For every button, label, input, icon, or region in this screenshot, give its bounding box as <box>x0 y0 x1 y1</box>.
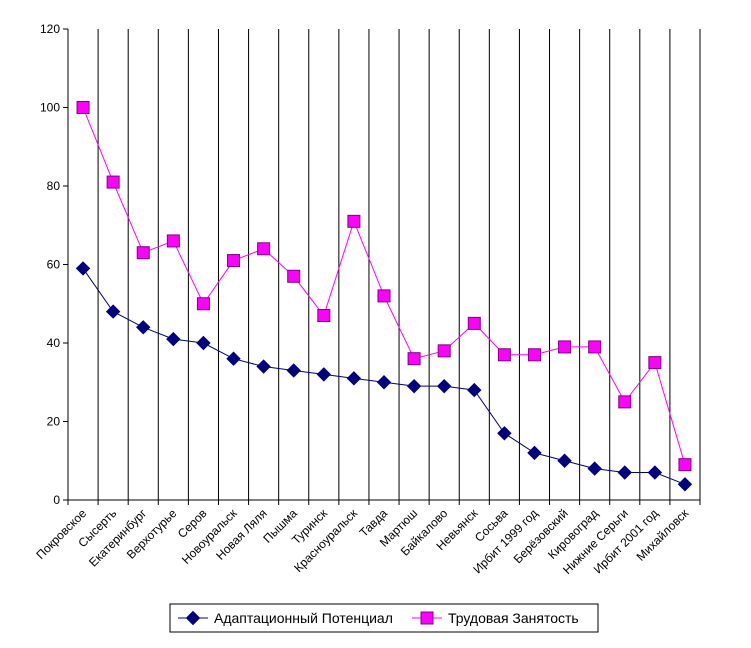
y-tick-label: 100 <box>40 101 60 115</box>
data-point-diamond <box>75 261 91 276</box>
data-point-diamond <box>406 378 422 394</box>
data-point-square <box>76 101 90 114</box>
series-line <box>82 107 686 465</box>
data-point-square <box>166 234 180 248</box>
data-point-square <box>227 254 241 268</box>
data-point-diamond <box>196 335 211 351</box>
data-point-square <box>558 340 572 354</box>
data-point-square <box>648 356 662 370</box>
data-point-diamond <box>105 304 121 319</box>
legend-label: Адаптационный Потенциал <box>214 610 393 626</box>
data-point-diamond <box>497 426 512 441</box>
legend-marker <box>420 611 434 625</box>
y-tick-labels: 0 20 40 60 80 100 120 <box>40 22 68 507</box>
data-point-square <box>196 297 210 311</box>
y-tick-label: 60 <box>47 258 61 272</box>
legend-item: Трудовая Занятость <box>412 610 579 626</box>
legend-box <box>169 603 599 633</box>
data-point-diamond <box>136 320 151 335</box>
grid <box>97 29 701 500</box>
data-point-square <box>287 269 301 283</box>
x-tick-labels: ПокровскоеСысертьЕкатеринбургВерхотурьеС… <box>33 500 701 577</box>
legend-label: Трудовая Занятость <box>448 610 579 626</box>
legend-item: Адаптационный Потенциал <box>178 610 393 626</box>
data-point-square <box>317 309 331 323</box>
data-point-diamond <box>617 465 632 480</box>
data-point-square <box>377 289 391 303</box>
data-point-diamond <box>256 359 271 374</box>
data-point-square <box>497 348 511 362</box>
data-point-square <box>437 344 451 358</box>
data-point-square <box>467 316 481 330</box>
data-point-square <box>618 395 632 409</box>
y-tick-label: 0 <box>53 493 60 507</box>
data-point-square <box>407 352 421 366</box>
y-tick-label: 20 <box>47 415 61 429</box>
axes <box>67 29 700 501</box>
data-point-square <box>347 214 361 228</box>
data-point-diamond <box>226 351 241 366</box>
series-adaptation-potential <box>75 261 693 492</box>
data-point-diamond <box>286 363 301 378</box>
data-point-square <box>257 242 271 256</box>
data-point-diamond <box>677 477 693 492</box>
y-tick-label: 40 <box>47 336 61 350</box>
data-point-diamond <box>346 371 362 386</box>
legend-items: Адаптационный Потенциал Трудовая Занятост… <box>178 610 579 626</box>
series-labor-employment <box>76 101 692 472</box>
data-point-diamond <box>166 331 181 347</box>
data-point-diamond <box>376 375 392 390</box>
data-point-square <box>136 246 150 260</box>
data-point-square <box>106 175 120 189</box>
y-tick-label: 120 <box>40 22 60 36</box>
legend-marker <box>185 610 201 626</box>
data-point-diamond <box>316 367 332 382</box>
data-point-square <box>527 348 541 362</box>
series <box>75 101 693 492</box>
data-point-diamond <box>587 461 602 476</box>
data-point-diamond <box>527 445 542 461</box>
data-point-square <box>588 340 602 354</box>
legend: Адаптационный Потенциал Трудовая Занятост… <box>169 603 599 633</box>
data-point-diamond <box>557 453 572 468</box>
data-point-diamond <box>647 465 663 480</box>
y-tick-label: 80 <box>47 179 61 193</box>
data-point-square <box>678 458 692 472</box>
data-point-diamond <box>467 382 482 398</box>
data-point-diamond <box>436 378 452 394</box>
